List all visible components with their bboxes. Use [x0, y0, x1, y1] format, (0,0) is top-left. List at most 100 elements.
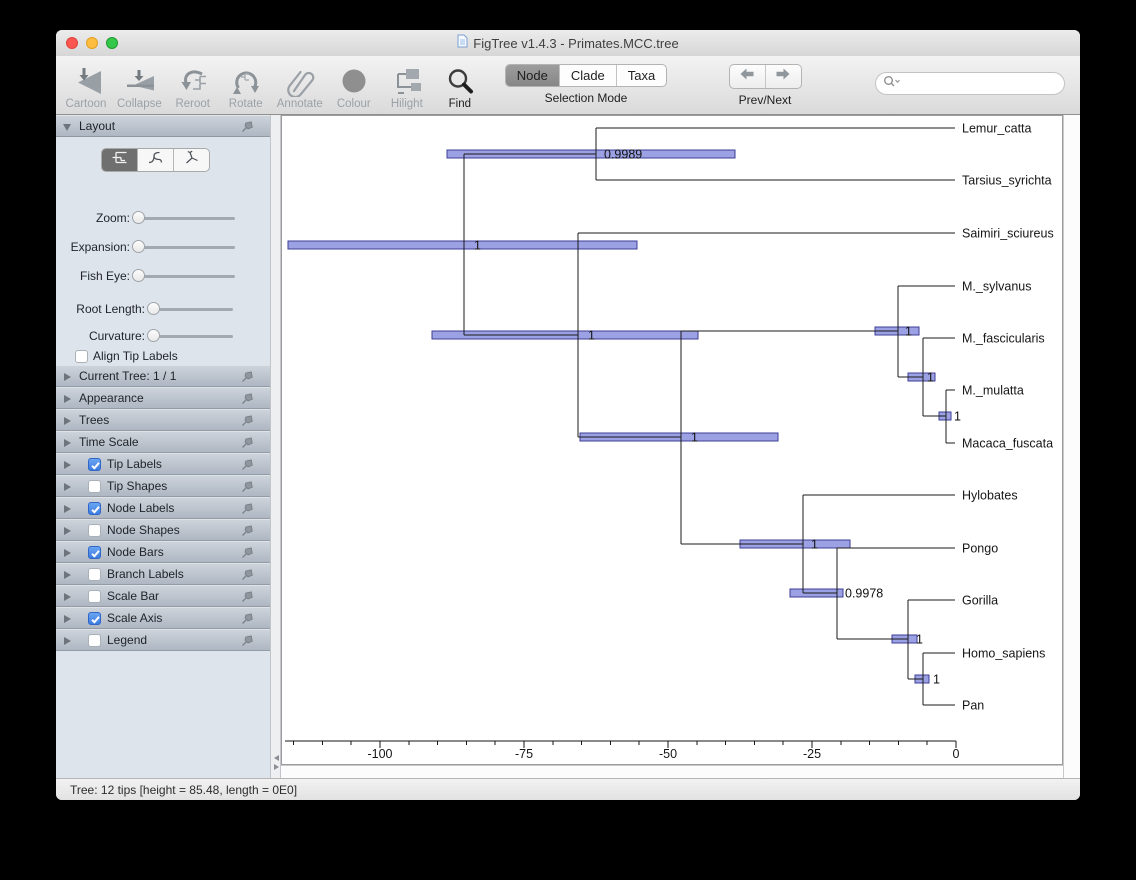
minimize-button[interactable]: [86, 37, 98, 49]
branch-labels-checkbox[interactable]: [88, 568, 101, 581]
disclosure-triangle-icon[interactable]: [64, 571, 71, 579]
tip-label[interactable]: Pongo: [962, 542, 998, 556]
pin-icon[interactable]: [241, 458, 254, 471]
zoom-slider-track[interactable]: [134, 217, 235, 220]
node-labels-checkbox[interactable]: [88, 502, 101, 515]
reroot-button[interactable]: Reroot: [171, 60, 215, 110]
pin-icon[interactable]: [241, 502, 254, 515]
selection-mode-node[interactable]: Node: [505, 65, 560, 86]
prev-button[interactable]: [730, 65, 766, 88]
tip-label[interactable]: Homo_sapiens: [962, 647, 1045, 661]
expansion-slider-track[interactable]: [134, 246, 235, 249]
section-current-tree-1-1[interactable]: Current Tree: 1 / 1: [56, 365, 270, 387]
section-tip-shapes[interactable]: Tip Shapes: [56, 475, 270, 497]
colour-button[interactable]: Colour: [332, 60, 376, 110]
vertical-scrollbar[interactable]: [1063, 115, 1080, 778]
pin-icon[interactable]: [241, 612, 254, 625]
hilight-button[interactable]: Hilight: [385, 60, 429, 110]
legend-checkbox[interactable]: [88, 634, 101, 647]
tip-label[interactable]: Pan: [962, 699, 984, 713]
pin-icon[interactable]: [241, 634, 254, 647]
fish-eye-slider-track[interactable]: [134, 275, 235, 278]
pin-icon[interactable]: [241, 392, 254, 405]
pin-icon[interactable]: [241, 370, 254, 383]
root-length-slider-track[interactable]: [149, 308, 233, 311]
disclosure-triangle-icon[interactable]: [64, 615, 71, 623]
section-tip-labels[interactable]: Tip Labels: [56, 453, 270, 475]
zoom-slider-thumb[interactable]: [132, 211, 145, 224]
radial-layout-button[interactable]: [174, 149, 209, 171]
tip-label[interactable]: M._mulatta: [962, 384, 1024, 398]
scroll-arrows[interactable]: [272, 755, 281, 770]
tip-label[interactable]: M._sylvanus: [962, 280, 1031, 294]
root-length-slider-thumb[interactable]: [147, 302, 160, 315]
tip-label[interactable]: Macaca_fuscata: [962, 437, 1053, 451]
align-tip-labels-checkbox[interactable]: [75, 350, 88, 363]
section-scale-axis[interactable]: Scale Axis: [56, 607, 270, 629]
disclosure-triangle-icon[interactable]: [64, 395, 71, 403]
tip-label[interactable]: Saimiri_sciureus: [962, 227, 1054, 241]
pin-icon[interactable]: [241, 546, 254, 559]
section-legend[interactable]: Legend: [56, 629, 270, 651]
disclosure-triangle-icon[interactable]: [64, 461, 71, 469]
disclosure-triangle-icon[interactable]: [64, 417, 71, 425]
tip-shapes-checkbox[interactable]: [88, 480, 101, 493]
disclosure-triangle-icon[interactable]: [64, 593, 71, 601]
disclosure-triangle-icon[interactable]: [64, 549, 71, 557]
scale-axis-checkbox[interactable]: [88, 612, 101, 625]
pin-icon[interactable]: [241, 480, 254, 493]
pin-icon[interactable]: [241, 120, 254, 133]
node-bar[interactable]: [287, 240, 638, 250]
disclosure-triangle-icon[interactable]: [64, 637, 71, 645]
tip-label[interactable]: Hylobates: [962, 489, 1018, 503]
scroll-left-icon[interactable]: [274, 755, 279, 761]
fish-eye-slider-thumb[interactable]: [132, 269, 145, 282]
panel-divider[interactable]: [270, 115, 281, 778]
section-trees[interactable]: Trees: [56, 409, 270, 431]
tip-labels-checkbox[interactable]: [88, 458, 101, 471]
disclosure-triangle-icon[interactable]: [64, 373, 71, 381]
rotate-button[interactable]: Rotate: [224, 60, 268, 110]
section-time-scale[interactable]: Time Scale: [56, 431, 270, 453]
search-box[interactable]: [875, 72, 1065, 95]
rectangular-layout-button[interactable]: [102, 149, 138, 171]
scroll-right-icon[interactable]: [274, 764, 279, 770]
curvature-slider-track[interactable]: [149, 335, 233, 338]
tip-label[interactable]: Gorilla: [962, 594, 998, 608]
close-button[interactable]: [66, 37, 78, 49]
section-appearance[interactable]: Appearance: [56, 387, 270, 409]
find-button[interactable]: Find: [438, 60, 482, 110]
section-node-bars[interactable]: Node Bars: [56, 541, 270, 563]
collapse-button[interactable]: Collapse: [117, 60, 162, 110]
next-button[interactable]: [766, 65, 801, 88]
section-branch-labels[interactable]: Branch Labels: [56, 563, 270, 585]
zoom-button[interactable]: [106, 37, 118, 49]
pin-icon[interactable]: [241, 524, 254, 537]
expansion-slider-thumb[interactable]: [132, 240, 145, 253]
section-scale-bar[interactable]: Scale Bar: [56, 585, 270, 607]
selection-mode-taxa[interactable]: Taxa: [627, 68, 656, 83]
polar-layout-button[interactable]: [138, 149, 174, 171]
disclosure-triangle-icon[interactable]: [64, 505, 71, 513]
tip-label[interactable]: Tarsius_syrichta: [962, 174, 1052, 188]
search-input[interactable]: [901, 75, 1060, 92]
section-node-labels[interactable]: Node Labels: [56, 497, 270, 519]
disclosure-triangle-icon[interactable]: [63, 124, 71, 131]
layout-panel-header[interactable]: Layout: [56, 115, 270, 137]
node-shapes-checkbox[interactable]: [88, 524, 101, 537]
disclosure-triangle-icon[interactable]: [64, 439, 71, 447]
section-node-shapes[interactable]: Node Shapes: [56, 519, 270, 541]
horizontal-scrollbar[interactable]: [281, 765, 1063, 778]
pin-icon[interactable]: [241, 568, 254, 581]
pin-icon[interactable]: [241, 414, 254, 427]
selection-mode-clade[interactable]: Clade: [560, 65, 617, 86]
scale-bar-checkbox[interactable]: [88, 590, 101, 603]
pin-icon[interactable]: [241, 590, 254, 603]
cartoon-button[interactable]: Cartoon: [64, 60, 108, 110]
disclosure-triangle-icon[interactable]: [64, 483, 71, 491]
disclosure-triangle-icon[interactable]: [64, 527, 71, 535]
curvature-slider-thumb[interactable]: [147, 329, 160, 342]
annotate-button[interactable]: Annotate: [277, 60, 323, 110]
node-bars-checkbox[interactable]: [88, 546, 101, 559]
tip-label[interactable]: M._fascicularis: [962, 332, 1045, 346]
